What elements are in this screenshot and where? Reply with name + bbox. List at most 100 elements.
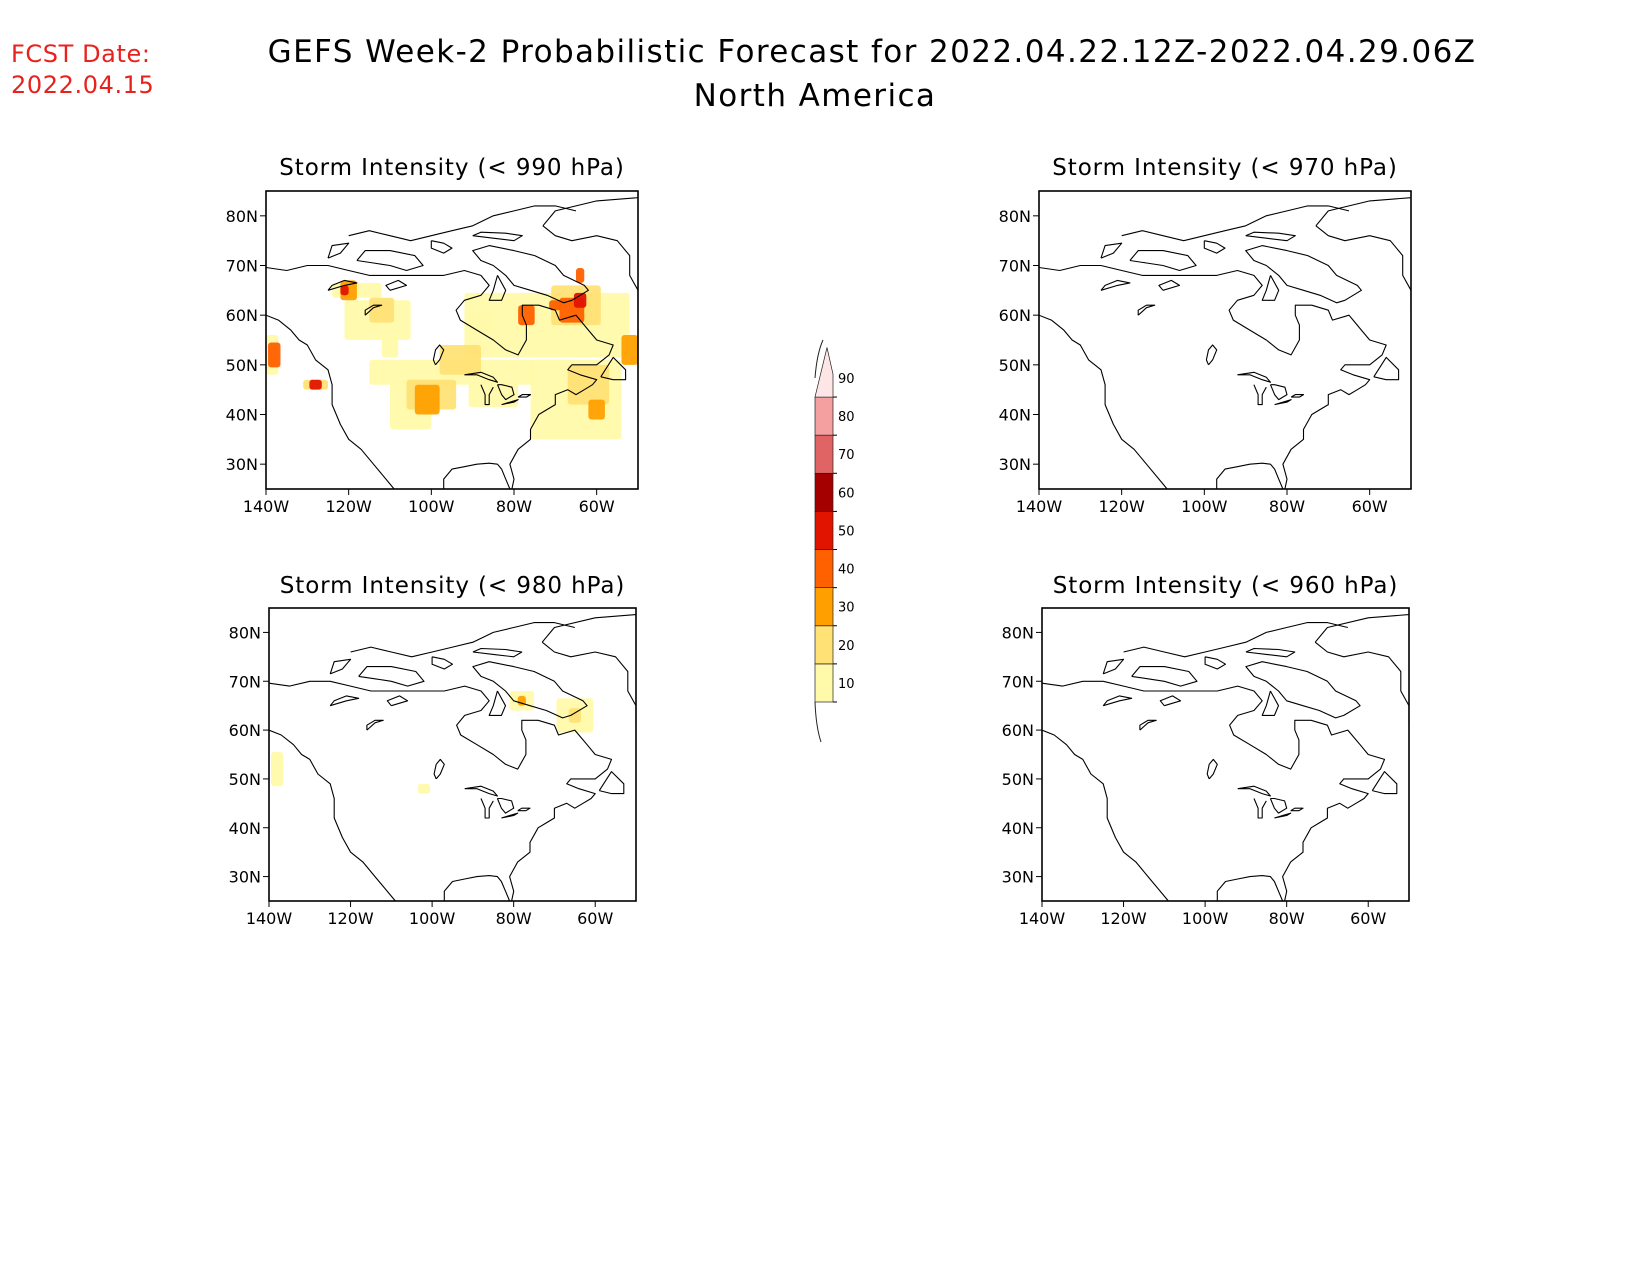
colorbar-segment — [814, 663, 834, 703]
colorbar-segment — [814, 472, 834, 512]
coastline — [350, 622, 575, 658]
coastline — [266, 314, 395, 489]
lon-tick-label: 120W — [325, 497, 372, 516]
probability-cell — [573, 292, 587, 308]
coastline — [266, 264, 614, 489]
coastline — [496, 384, 515, 401]
colorbar-label: 40 — [838, 563, 855, 578]
map-area — [1042, 613, 1409, 901]
probability-cell — [588, 399, 605, 420]
coastline — [472, 647, 523, 658]
coastline — [431, 656, 454, 670]
coastline — [517, 807, 531, 812]
coastline — [386, 695, 409, 707]
coastline — [1261, 690, 1280, 716]
map-area — [269, 613, 636, 901]
fcst-date-value: 2022.04.15 — [11, 71, 154, 99]
coastline — [358, 666, 425, 687]
colorbar-end-curve — [814, 701, 822, 743]
colorbar-segment — [814, 587, 834, 627]
coastline — [496, 797, 515, 814]
coastline — [1274, 812, 1292, 819]
lat-tick-label: 60N — [999, 306, 1031, 325]
coastline — [472, 245, 589, 304]
coastline — [501, 399, 519, 406]
colorbar-top-curve — [814, 339, 824, 379]
coastline — [269, 729, 396, 901]
lat-tick-label: 30N — [226, 455, 258, 474]
colorbar-label: 50 — [838, 524, 855, 539]
probability-cell — [567, 364, 610, 405]
panel-title: Storm Intensity (< 980 hPa) — [280, 573, 625, 599]
coastline — [488, 275, 507, 301]
coastline — [1039, 314, 1168, 489]
coastline — [1245, 661, 1361, 719]
probability-colorbar: 10 20 30 40 50 60 70 80 90 — [814, 339, 855, 743]
coastline — [364, 304, 383, 316]
coastline — [1123, 622, 1348, 658]
probability-cell — [549, 300, 562, 311]
lon-tick-label: 140W — [243, 497, 290, 516]
map-area — [266, 197, 638, 489]
coastline — [356, 250, 424, 272]
coastline — [1039, 264, 1387, 489]
probability-cell — [417, 783, 431, 794]
map-area — [1039, 197, 1411, 489]
lat-tick-label: 70N — [999, 257, 1031, 276]
map-frame — [1038, 190, 1412, 490]
lon-tick-label: 60W — [579, 497, 615, 516]
lon-tick-label: 100W — [1181, 497, 1228, 516]
colorbar-label: 90 — [838, 372, 855, 387]
coastline — [1206, 758, 1218, 780]
probability-cell — [468, 312, 494, 333]
coastline — [1131, 666, 1198, 687]
lat-tick-label: 30N — [1002, 868, 1034, 887]
lat-tick-label: 70N — [1002, 672, 1034, 691]
coastline — [1315, 197, 1411, 311]
colorbar-segment — [814, 549, 834, 588]
lon-tick-label: 120W — [1100, 909, 1147, 928]
lon-tick-label: 60W — [1350, 909, 1386, 928]
lon-tick-label: 80W — [496, 909, 532, 928]
lon-tick-label: 100W — [408, 497, 455, 516]
probability-cell — [576, 267, 585, 283]
coastline — [432, 344, 445, 366]
coastline — [1205, 344, 1218, 366]
coastline — [1158, 279, 1181, 291]
probability-cell — [332, 282, 382, 298]
probability-cell — [621, 335, 638, 365]
lat-tick-label: 70N — [226, 257, 258, 276]
lat-tick-label: 50N — [226, 356, 258, 375]
probability-cell — [268, 342, 281, 368]
coastline — [480, 384, 494, 406]
coastline — [1237, 371, 1272, 383]
coastline — [1274, 399, 1292, 406]
lat-tick-label: 30N — [999, 455, 1031, 474]
coastline — [600, 356, 627, 381]
lon-tick-label: 120W — [327, 909, 374, 928]
coastline — [1042, 680, 1386, 901]
coastline — [1100, 242, 1123, 259]
lon-tick-label: 80W — [496, 497, 532, 516]
lat-tick-label: 50N — [229, 770, 261, 789]
colorbar-label: 80 — [838, 410, 855, 425]
coastline — [1204, 656, 1227, 670]
coastline — [1121, 205, 1350, 242]
lon-tick-label: 140W — [1019, 909, 1066, 928]
colorbar-label: 30 — [838, 601, 855, 616]
coastline — [1290, 394, 1305, 398]
coastline — [1269, 797, 1288, 814]
coastline — [1261, 275, 1280, 301]
coastline — [541, 613, 636, 726]
fcst-date-label: FCST Date: — [11, 40, 151, 68]
coastline — [472, 231, 523, 242]
coastline — [1373, 356, 1400, 381]
coastline — [443, 462, 511, 489]
colorbar-segment — [814, 396, 834, 436]
lon-tick-label: 60W — [1352, 497, 1388, 516]
coastline — [542, 197, 638, 311]
coastline — [1269, 384, 1288, 401]
coastline — [464, 371, 499, 383]
coastline — [1129, 250, 1197, 272]
